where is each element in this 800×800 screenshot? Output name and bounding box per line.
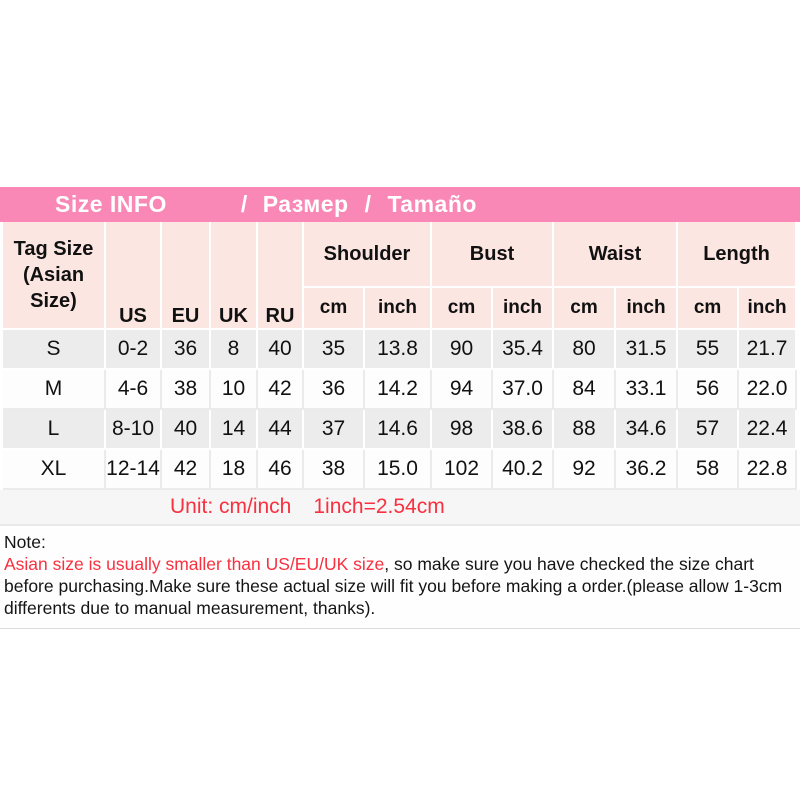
cell-eu: 40 bbox=[162, 410, 211, 450]
cell-length-cm: 55 bbox=[678, 330, 740, 370]
header-bust: Bust bbox=[432, 222, 555, 288]
unit-conversion: 1inch=2.54cm bbox=[313, 495, 445, 518]
cell-ru: 42 bbox=[258, 370, 304, 410]
cell-bust-cm: 94 bbox=[432, 370, 494, 410]
size-info-title-bar: Size INFO / Размер / Tamaño bbox=[0, 187, 800, 222]
cell-us: 12-14 bbox=[106, 450, 162, 490]
row-size-label: M bbox=[3, 370, 106, 410]
note-label: Note: bbox=[4, 532, 46, 552]
cell-uk: 8 bbox=[211, 330, 258, 370]
title-separator: / bbox=[240, 191, 248, 217]
subheader-inch: inch bbox=[616, 288, 679, 330]
cell-shoulder-cm: 35 bbox=[304, 330, 365, 370]
table-row-m: M 4-6 38 10 42 36 14.2 94 37.0 84 33.1 5… bbox=[3, 370, 798, 410]
cell-ru: 46 bbox=[258, 450, 304, 490]
cell-us: 0-2 bbox=[106, 330, 162, 370]
cell-length-cm: 56 bbox=[678, 370, 740, 410]
table-row-xl: XL 12-14 42 18 46 38 15.0 102 40.2 92 36… bbox=[3, 450, 798, 490]
cell-length-inch: 21.7 bbox=[739, 330, 798, 370]
note-paragraph: Asian size is usually smaller than US/EU… bbox=[4, 553, 796, 619]
cell-shoulder-cm: 36 bbox=[304, 370, 365, 410]
title-razmer: Размер bbox=[262, 191, 349, 217]
cell-bust-inch: 40.2 bbox=[493, 450, 555, 490]
cell-bust-inch: 37.0 bbox=[493, 370, 555, 410]
cell-waist-inch: 36.2 bbox=[616, 450, 679, 490]
cell-shoulder-inch: 15.0 bbox=[365, 450, 433, 490]
header-ru: RU bbox=[258, 222, 304, 330]
size-table: Tag Size (Asian Size) US EU UK RU Should… bbox=[3, 222, 798, 490]
subheader-inch: inch bbox=[365, 288, 433, 330]
cell-bust-inch: 38.6 bbox=[493, 410, 555, 450]
row-size-label: L bbox=[3, 410, 106, 450]
cell-waist-inch: 34.6 bbox=[616, 410, 679, 450]
header-shoulder: Shoulder bbox=[304, 222, 433, 288]
cell-ru: 44 bbox=[258, 410, 304, 450]
unit-note-row: Unit: cm/inch 1inch=2.54cm bbox=[0, 490, 800, 526]
size-chart-content: Size INFO / Размер / Tamaño Tag Size (As… bbox=[0, 187, 800, 629]
subheader-cm: cm bbox=[554, 288, 617, 330]
header-length: Length bbox=[678, 222, 798, 288]
subheader-cm: cm bbox=[304, 288, 365, 330]
cell-waist-inch: 31.5 bbox=[616, 330, 679, 370]
cell-uk: 14 bbox=[211, 410, 258, 450]
cell-length-cm: 57 bbox=[678, 410, 740, 450]
note-highlight: Asian size is usually smaller than US/EU… bbox=[4, 554, 385, 574]
cell-length-cm: 58 bbox=[678, 450, 740, 490]
cell-waist-cm: 80 bbox=[554, 330, 617, 370]
cell-shoulder-inch: 14.2 bbox=[365, 370, 433, 410]
subheader-inch: inch bbox=[493, 288, 555, 330]
table-row-l: L 8-10 40 14 44 37 14.6 98 38.6 88 34.6 … bbox=[3, 410, 798, 450]
cell-length-inch: 22.0 bbox=[739, 370, 798, 410]
row-size-label: S bbox=[3, 330, 106, 370]
header-us: US bbox=[106, 222, 162, 330]
note-block: Note: Asian size is usually smaller than… bbox=[0, 526, 800, 629]
subheader-inch: inch bbox=[739, 288, 798, 330]
cell-waist-cm: 88 bbox=[554, 410, 617, 450]
cell-shoulder-cm: 38 bbox=[304, 450, 365, 490]
cell-length-inch: 22.4 bbox=[739, 410, 798, 450]
cell-waist-cm: 92 bbox=[554, 450, 617, 490]
cell-uk: 18 bbox=[211, 450, 258, 490]
header-uk: UK bbox=[211, 222, 258, 330]
cell-length-inch: 22.8 bbox=[739, 450, 798, 490]
cell-shoulder-inch: 14.6 bbox=[365, 410, 433, 450]
cell-bust-cm: 90 bbox=[432, 330, 494, 370]
cell-bust-inch: 35.4 bbox=[493, 330, 555, 370]
subheader-cm: cm bbox=[432, 288, 494, 330]
title-size-info: Size INFO bbox=[55, 191, 167, 217]
table-row-s: S 0-2 36 8 40 35 13.8 90 35.4 80 31.5 55… bbox=[3, 330, 798, 370]
title-separator: / bbox=[364, 191, 372, 217]
cell-shoulder-cm: 37 bbox=[304, 410, 365, 450]
cell-bust-cm: 98 bbox=[432, 410, 494, 450]
cell-eu: 36 bbox=[162, 330, 211, 370]
row-size-label: XL bbox=[3, 450, 106, 490]
header-waist: Waist bbox=[554, 222, 679, 288]
title-tamano: Tamaño bbox=[387, 191, 477, 217]
unit-note: Unit: cm/inch bbox=[170, 495, 292, 518]
cell-eu: 42 bbox=[162, 450, 211, 490]
cell-us: 4-6 bbox=[106, 370, 162, 410]
cell-eu: 38 bbox=[162, 370, 211, 410]
header-tag-size: Tag Size (Asian Size) bbox=[3, 222, 106, 330]
cell-waist-cm: 84 bbox=[554, 370, 617, 410]
cell-shoulder-inch: 13.8 bbox=[365, 330, 433, 370]
header-eu: EU bbox=[162, 222, 211, 330]
cell-us: 8-10 bbox=[106, 410, 162, 450]
cell-bust-cm: 102 bbox=[432, 450, 494, 490]
cell-uk: 10 bbox=[211, 370, 258, 410]
note-rest: , so make sure you have checked the size… bbox=[4, 554, 783, 618]
cell-waist-inch: 33.1 bbox=[616, 370, 679, 410]
subheader-cm: cm bbox=[678, 288, 740, 330]
cell-ru: 40 bbox=[258, 330, 304, 370]
